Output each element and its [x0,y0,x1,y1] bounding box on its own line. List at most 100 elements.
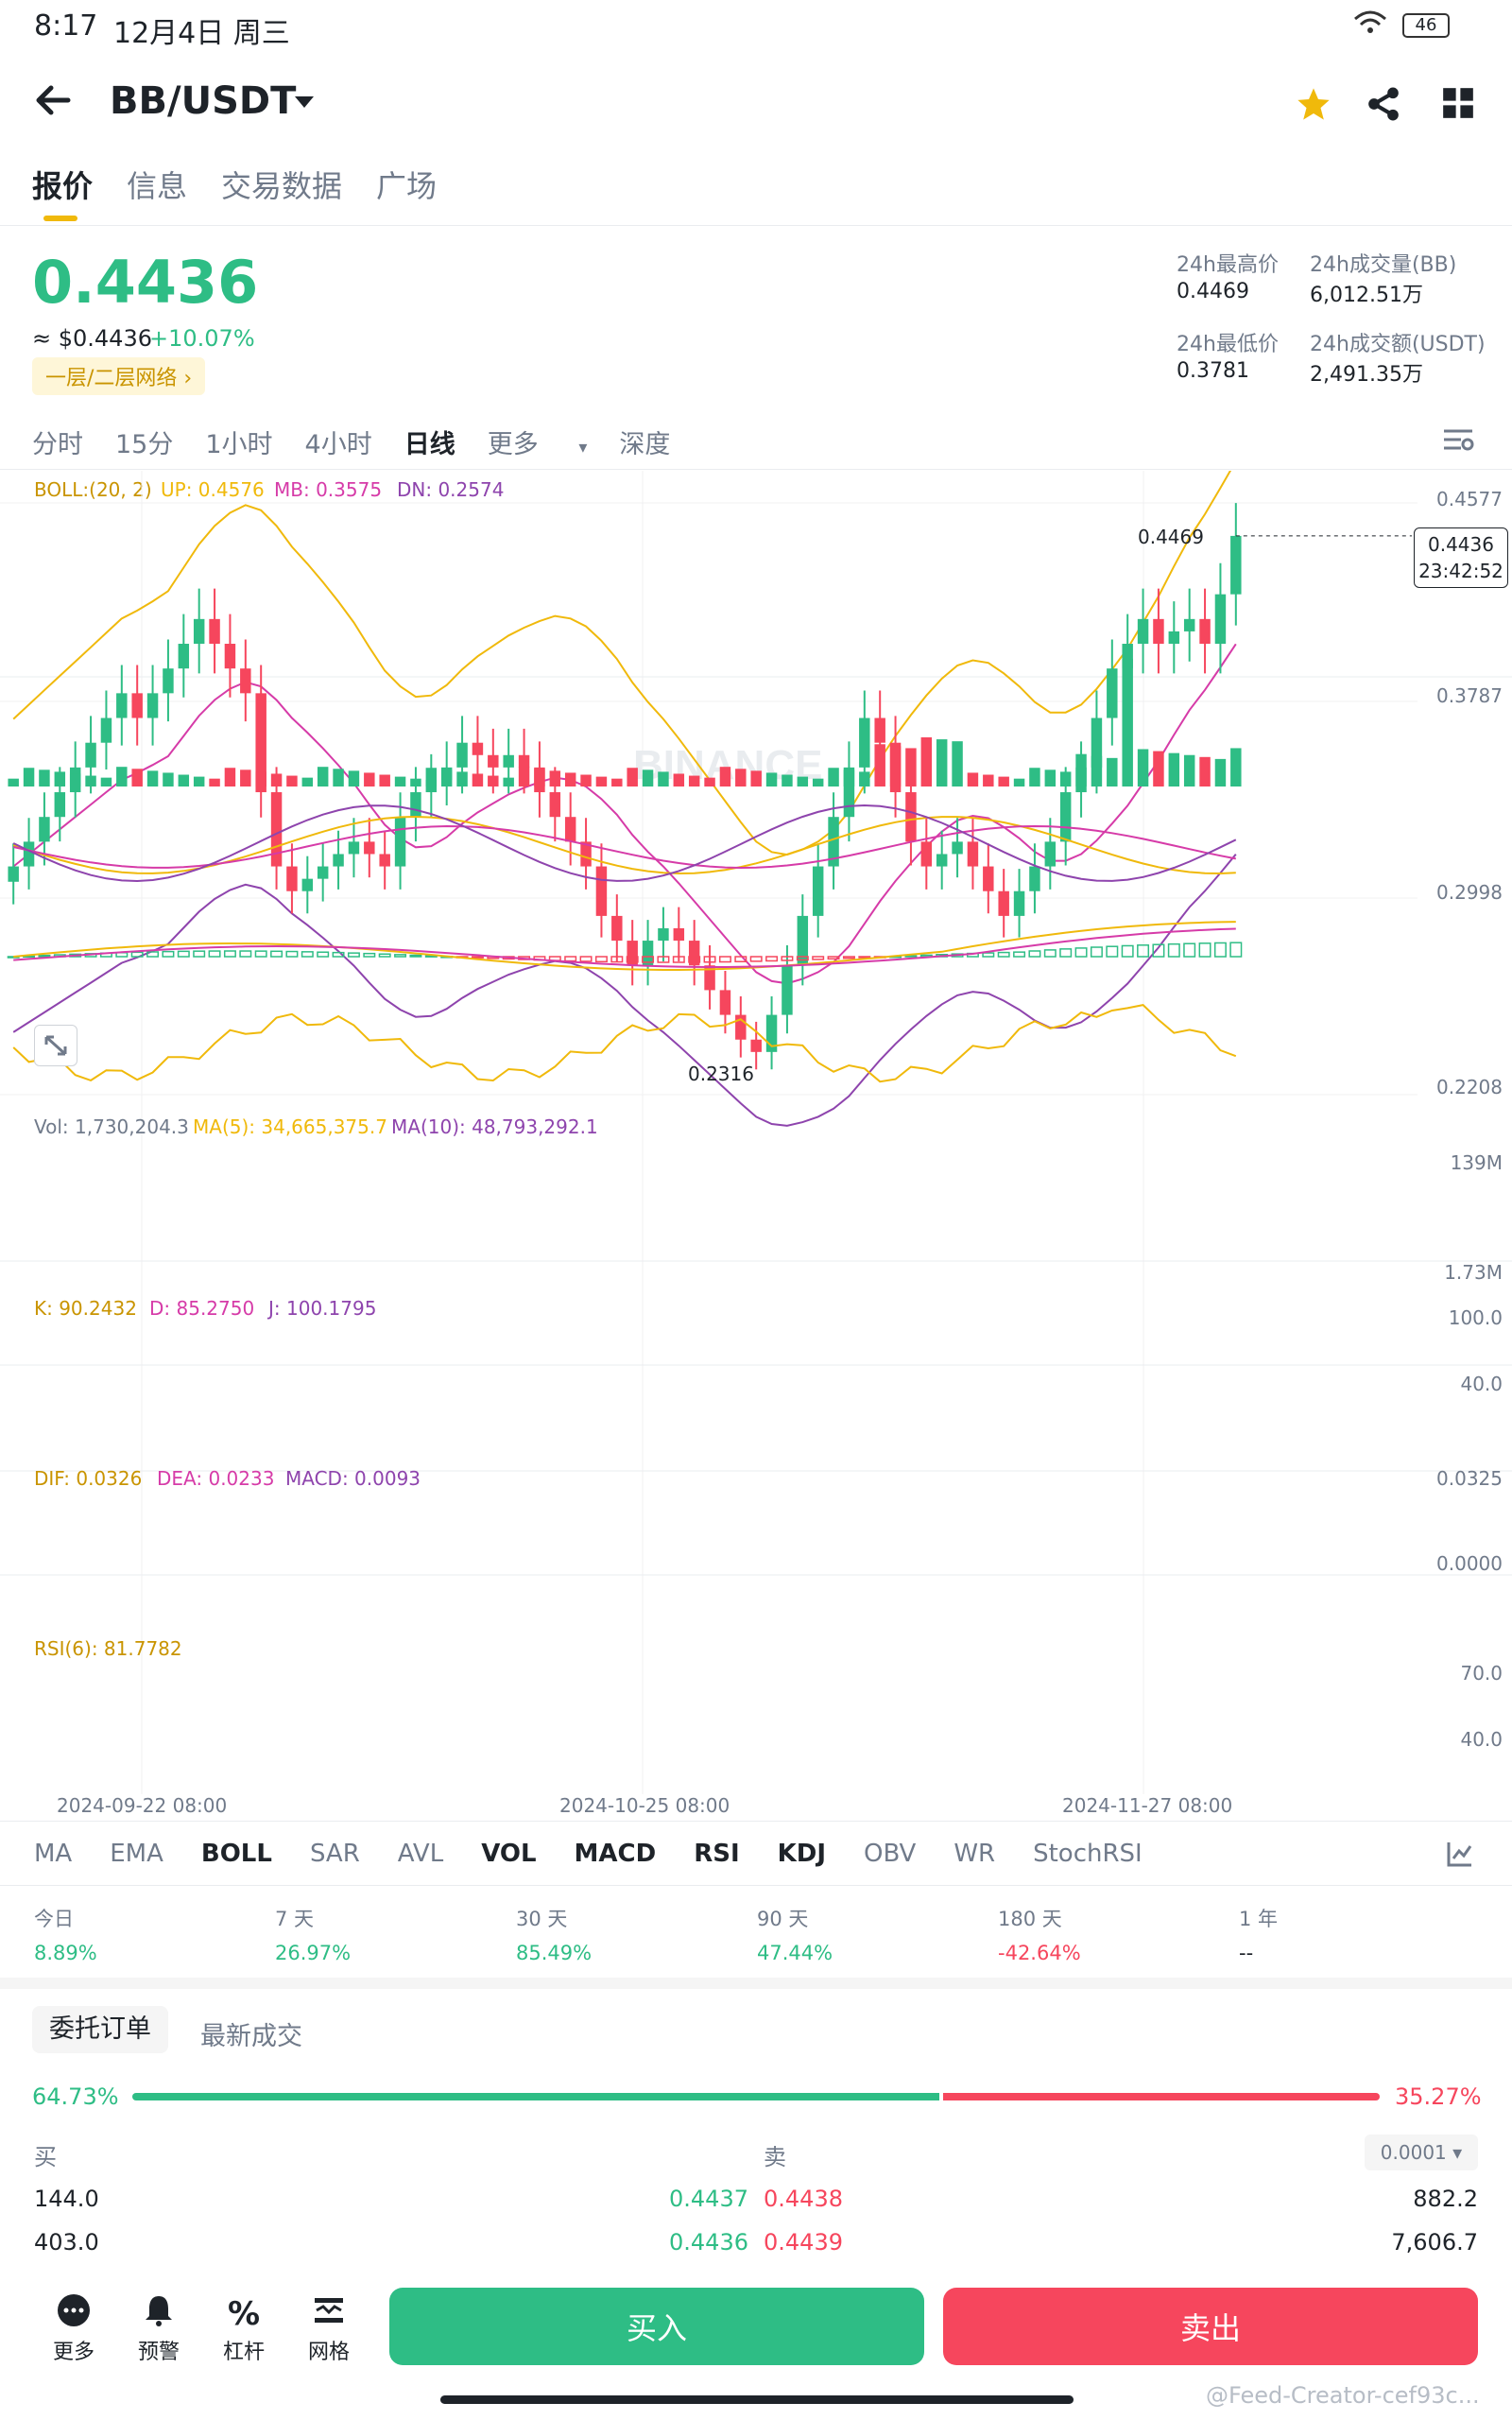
ind-sar[interactable]: SAR [309,1840,360,1868]
macd-bar [1028,950,1041,958]
volume-bar [595,776,608,786]
grid-button[interactable]: 网格 [291,2293,367,2365]
volume-bar [1153,751,1164,786]
pair-title[interactable]: BB/USDT [110,79,297,123]
perf-period: 90 天 [757,1908,809,1930]
tf-depth[interactable]: 深度 [619,430,671,459]
leverage-button[interactable]: % 杠杆 [206,2293,282,2365]
ratio-buy-fill [132,2093,940,2100]
candle-body [240,668,251,694]
volume-bar [983,774,994,786]
ind-macd[interactable]: MACD [574,1840,657,1868]
order-buy-price[interactable]: 0.4437 [669,2186,748,2212]
ind-vol[interactable]: VOL [481,1840,537,1868]
tab-order-book[interactable]: 委托订单 [32,2006,168,2053]
volume-bar [549,770,561,786]
candle-body [270,792,283,867]
expand-chart-icon[interactable] [34,1025,77,1066]
ind-avl[interactable]: AVL [397,1840,444,1868]
low-annotation: 0.2316 [688,1063,754,1085]
candle-body [750,1039,762,1052]
volume-bar [534,769,545,786]
tf-line[interactable]: 分时 [32,430,83,459]
buy-button[interactable]: 买入 [389,2288,924,2365]
network-chip[interactable]: 一层/二层网络 › [32,357,206,395]
candle-body [100,717,112,743]
percent-icon: % [227,2295,261,2333]
candle-body [920,841,933,867]
tf-1d[interactable]: 日线 [404,430,455,459]
more-button[interactable]: 更多 [36,2293,112,2365]
tf-more[interactable]: 更多 ▾ [488,430,588,459]
divider [0,469,1512,470]
macd-bar [579,956,593,962]
macd-bar [1059,948,1073,958]
tab-quote[interactable]: 报价 [32,168,94,204]
ind-stochrsi[interactable]: StochRSI [1033,1840,1143,1868]
candle-body [967,841,979,867]
candle-body [54,792,66,818]
macd-bar [285,950,299,958]
volume-bar [1230,748,1242,786]
network-chip-label: 一层/二层网络 [45,367,178,390]
share-icon[interactable] [1365,85,1402,127]
boll-lower-line [12,854,1237,1127]
ind-rsi[interactable]: RSI [694,1840,740,1868]
sell-column-label: 卖 [764,2144,786,2170]
kline-chart[interactable]: BINANCE [0,471,1512,1794]
ind-ma[interactable]: MA [34,1840,73,1868]
creator-watermark: @Feed-Creator-cef93c... [1206,2382,1480,2409]
macd-bar [317,951,330,958]
candle-body [658,927,669,942]
ind-boll[interactable]: BOLL [200,1840,272,1868]
tab-active-indicator [43,216,77,221]
sell-button[interactable]: 卖出 [943,2288,1478,2365]
order-buy-price[interactable]: 0.4436 [669,2229,748,2256]
order-sell-price[interactable]: 0.4438 [764,2186,843,2212]
candle-body [936,854,948,867]
grid-trading-icon [291,2293,367,2335]
ind-ema[interactable]: EMA [110,1840,163,1868]
sell-percent: 35.27% [1395,2083,1482,2110]
volume-bar [750,770,762,786]
perf-period: 30 天 [516,1908,568,1930]
volume-bar [765,772,778,786]
grid-menu-icon[interactable] [1440,85,1476,125]
tf-15m[interactable]: 15分 [115,430,174,459]
volume-bar [812,778,824,786]
macd-bar [1229,942,1243,958]
macd-bar [254,950,267,958]
candle-body [580,841,592,867]
low-label: 24h最低价 [1177,333,1279,356]
macd-bar [749,956,763,962]
perf-value: 8.89% [34,1942,97,1964]
tf-1h[interactable]: 1小时 [205,430,273,459]
candle-body [595,866,608,916]
macd-dif-line [13,921,1236,971]
precision-select[interactable]: 0.0001 ▾ [1365,2135,1478,2170]
alert-button[interactable]: 预警 [121,2293,197,2365]
macd-bar [1106,945,1119,958]
tab-trading-data[interactable]: 交易数据 [221,168,343,204]
favorite-star-icon[interactable] [1295,85,1332,127]
volume-bar [936,739,948,786]
tab-info[interactable]: 信息 [127,168,188,204]
ind-wr[interactable]: WR [954,1840,996,1868]
ind-obv[interactable]: OBV [864,1840,917,1868]
pair-dropdown-icon[interactable] [293,95,316,113]
candle-body [364,841,375,855]
tab-square[interactable]: 广场 [376,168,438,204]
macd-bar [997,951,1010,958]
perf-cell: 7 天 26.97% [275,1904,516,1964]
volume-bar [456,771,468,786]
more-icon [36,2293,112,2335]
ind-kdj[interactable]: KDJ [777,1840,827,1868]
candle-body [379,854,390,867]
boll-upper-line [12,471,1232,856]
indicator-settings-icon[interactable] [1446,1840,1474,1872]
order-sell-price[interactable]: 0.4439 [764,2229,843,2256]
tab-latest-trades[interactable]: 最新成交 [200,2022,302,2051]
chart-settings-icon[interactable] [1442,425,1474,458]
tf-4h[interactable]: 4小时 [304,430,372,459]
back-icon[interactable] [32,79,74,125]
